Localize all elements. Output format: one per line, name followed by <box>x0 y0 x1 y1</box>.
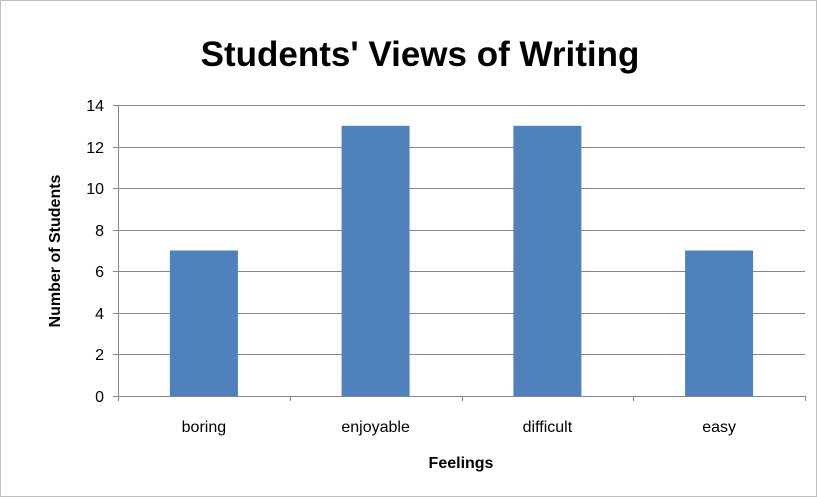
bar-easy <box>685 250 754 396</box>
y-tick-label: 2 <box>95 347 104 364</box>
y-axis-title: Number of Students <box>47 174 64 327</box>
y-tick-labels: 0 2 4 6 8 10 12 14 <box>86 98 104 406</box>
bar-boring <box>169 250 238 396</box>
y-tick-label: 14 <box>86 98 104 115</box>
y-tick-label: 10 <box>86 181 104 198</box>
y-tick-label: 8 <box>95 223 104 240</box>
x-tick-label: boring <box>182 419 226 436</box>
x-axis-title: Feelings <box>429 455 494 472</box>
bars <box>169 125 754 397</box>
bar-difficult <box>513 125 582 397</box>
y-tick-label: 6 <box>95 264 104 281</box>
x-tick-label: easy <box>702 419 736 436</box>
axes <box>113 105 806 401</box>
x-tick-label: enjoyable <box>341 419 410 436</box>
y-tick-label: 0 <box>95 389 104 406</box>
x-tick-label: difficult <box>523 419 573 436</box>
bar-enjoyable <box>341 125 410 397</box>
x-tick-labels: boring enjoyable difficult easy <box>182 419 736 436</box>
chart-title: Students' Views of Writing <box>201 35 640 74</box>
y-tick-label: 12 <box>86 140 104 157</box>
y-tick-label: 4 <box>95 306 104 323</box>
